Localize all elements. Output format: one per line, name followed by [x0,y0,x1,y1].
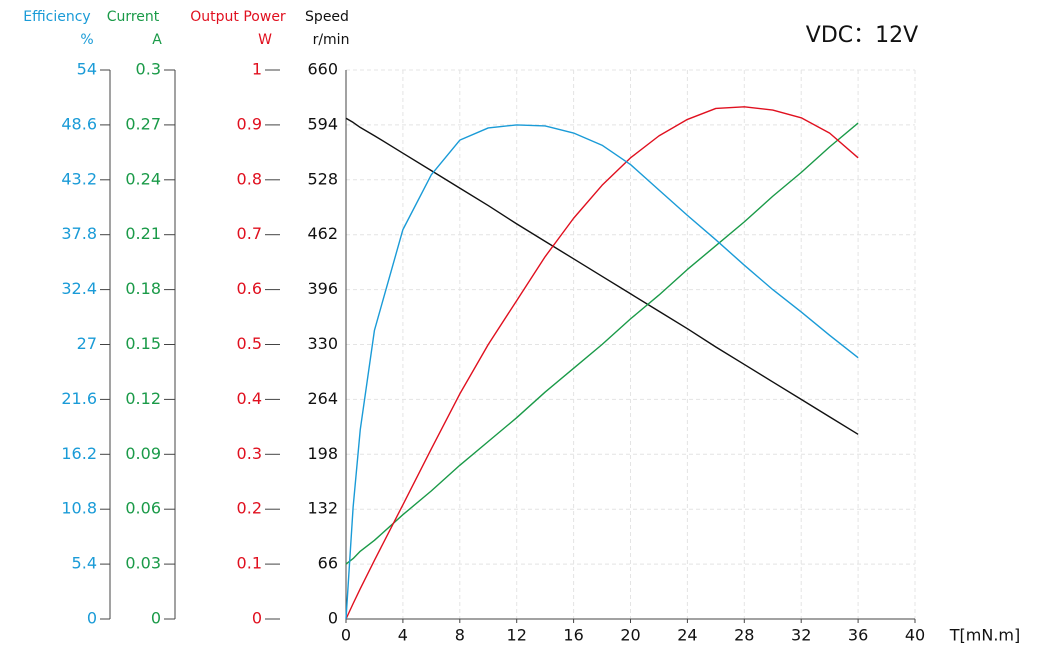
axis-title: Efficiency [23,9,90,25]
series-line [345,106,859,620]
x-tick-label: 24 [677,626,697,645]
series-line [345,117,859,435]
y-tick-label: 132 [307,499,338,518]
y-tick-label: 0.9 [237,114,262,133]
y-tick-label: 37.8 [61,224,97,243]
y-tick-label: 16.2 [61,444,97,463]
series-line [345,122,859,565]
x-tick-label: 12 [507,626,527,645]
y-tick-label: 0.2 [237,499,262,518]
axis-unit: W [258,32,272,48]
y-tick-label: 0.27 [125,114,161,133]
x-tick-label: 4 [398,626,408,645]
y-tick-label: 0.24 [125,169,161,188]
y-tick-label: 43.2 [61,169,97,188]
y-tick-label: 0.8 [237,169,262,188]
y-tick-label: 0.18 [125,279,161,298]
y-tick-label: 0.09 [125,444,161,463]
y-tick-label: 0.4 [237,389,262,408]
y-tick-label: 0.5 [237,334,262,353]
y-tick-label: 660 [307,60,338,79]
x-tick-label: 32 [791,626,811,645]
y-tick-label: 10.8 [61,499,97,518]
y-tick-label: 0.7 [237,224,262,243]
axis-unit: r/min [313,32,350,48]
y-tick-label: 0.6 [237,279,262,298]
y-tick-label: 27 [77,334,97,353]
y-tick-label: 528 [307,169,338,188]
x-tick-label: 20 [620,626,640,645]
axis-unit: % [80,32,93,48]
axis-unit: A [152,32,162,48]
y-tick-label: 594 [307,114,338,133]
y-tick-label: 66 [318,554,338,573]
x-tick-label: 8 [455,626,465,645]
x-tick-label: 28 [734,626,754,645]
axis-title: Speed [305,9,349,25]
x-tick-label: 16 [563,626,583,645]
series-line [345,124,859,620]
y-tick-label: 462 [307,224,338,243]
axis-title: Current [107,9,160,25]
y-tick-label: 32.4 [61,279,97,298]
y-tick-label: 264 [307,389,338,408]
y-tick-label: 0 [252,609,262,628]
annotation: VDC：12V [806,23,918,48]
y-tick-label: 0.12 [125,389,161,408]
y-tick-label: 198 [307,444,338,463]
y-tick-label: 0 [87,609,97,628]
y-tick-label: 1 [252,60,262,79]
y-tick-label: 0.03 [125,554,161,573]
x-tick-label: 36 [848,626,868,645]
y-tick-label: 0.3 [136,60,161,79]
axis-title: Output Power [190,9,286,25]
y-tick-label: 396 [307,279,338,298]
y-tick-label: 54 [77,60,97,79]
x-axis-label: T[mN.m] [949,626,1020,645]
x-tick-label: 0 [341,626,351,645]
y-tick-label: 0.06 [125,499,161,518]
y-tick-label: 0.21 [125,224,161,243]
y-tick-label: 0.1 [237,554,262,573]
y-tick-label: 0 [151,609,161,628]
y-tick-label: 0 [328,609,338,628]
y-tick-label: 48.6 [61,114,97,133]
y-tick-label: 0.15 [125,334,161,353]
y-tick-label: 330 [307,334,338,353]
y-tick-label: 5.4 [72,554,97,573]
y-tick-label: 21.6 [61,389,97,408]
x-tick-label: 40 [905,626,925,645]
y-tick-label: 0.3 [237,444,262,463]
